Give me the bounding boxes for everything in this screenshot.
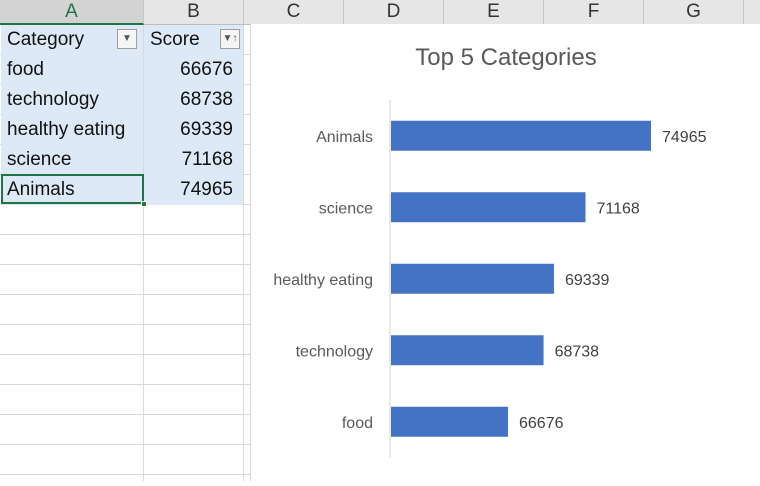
data-label: 66676 (519, 415, 564, 432)
category-tick-label: healthy eating (273, 272, 373, 289)
cell-b4[interactable]: 69339 (144, 115, 243, 145)
bar-food[interactable] (391, 406, 508, 437)
column-header-e[interactable]: E (444, 0, 544, 24)
bar-chart[interactable]: Top 5 Categories Animals 74965 science 7116… (250, 24, 760, 481)
chart-title: Top 5 Categories (415, 44, 597, 71)
bar-technology[interactable] (391, 335, 544, 366)
score-header: Score (150, 29, 200, 50)
category-tick-label: food (342, 415, 373, 432)
cell-a6[interactable]: Animals (1, 175, 143, 205)
column-header-c[interactable]: C (244, 0, 344, 24)
bar-healthy-eating[interactable] (391, 263, 554, 294)
cell-b3[interactable]: 68738 (144, 85, 243, 115)
active-cell-border (1, 174, 144, 204)
cell-b2[interactable]: 66676 (144, 55, 243, 85)
column-header-a[interactable]: A (0, 0, 144, 25)
cell-a2[interactable]: food (1, 55, 143, 85)
cell-a3[interactable]: technology (1, 85, 143, 115)
category-tick-label: science (319, 200, 373, 217)
data-label: 74965 (662, 129, 707, 146)
category-tick-label: Animals (316, 129, 373, 146)
gridline (243, 25, 244, 481)
chart-plot: Animals 74965 science 71168 healthy eating 69… (273, 100, 707, 458)
data-label: 68738 (555, 343, 600, 360)
filter-dropdown-icon[interactable]: ▼ (117, 29, 137, 49)
category-header: Category (7, 29, 85, 50)
column-header-g[interactable]: G (644, 0, 744, 24)
cell-b6[interactable]: 74965 (144, 175, 243, 205)
cell-a4[interactable]: healthy eating (1, 115, 143, 145)
sort-descending-icon[interactable]: ▼↑ (220, 29, 240, 49)
gridline (143, 25, 144, 481)
fill-handle[interactable] (141, 201, 147, 207)
cell-a5[interactable]: science (1, 145, 143, 175)
cell-b5[interactable]: 71168 (144, 145, 243, 175)
column-header-row: A B C D E F G (0, 0, 760, 25)
column-header-d[interactable]: D (344, 0, 444, 24)
data-label: 69339 (565, 272, 610, 289)
bar-science[interactable] (391, 192, 586, 223)
column-header-b[interactable]: B (144, 0, 244, 24)
column-header-f[interactable]: F (544, 0, 644, 24)
bar-animals[interactable] (391, 120, 651, 151)
data-label: 71168 (596, 200, 639, 217)
category-tick-label: technology (296, 343, 373, 360)
